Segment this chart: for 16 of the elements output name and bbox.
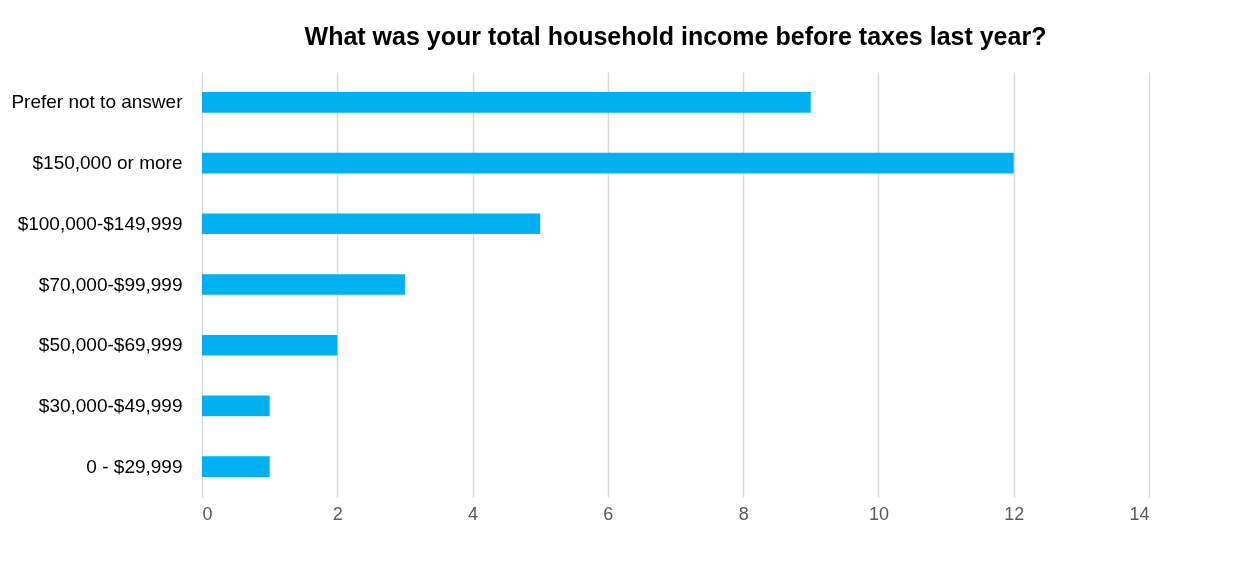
- x-tick-label: 10: [868, 503, 889, 524]
- x-tick-label: 8: [738, 503, 749, 524]
- x-tick-label: 4: [468, 503, 479, 524]
- y-tick-label: 0 - $29,999: [86, 455, 183, 477]
- y-tick-label: $50,000-$69,999: [38, 334, 183, 356]
- y-tick-label: Prefer not to answer: [11, 91, 184, 113]
- x-tick-label: 0: [202, 503, 213, 524]
- x-tick-label: 6: [603, 503, 614, 524]
- y-tick-label: $150,000 or more: [32, 152, 183, 174]
- chart-title: What was your total household income before taxes last year?: [304, 22, 1047, 50]
- x-tick-label: 14: [1129, 503, 1150, 524]
- x-tick-label: 12: [1004, 503, 1025, 524]
- y-tick-label: $70,000-$99,999: [38, 273, 183, 295]
- y-tick-label: $30,000-$49,999: [38, 394, 183, 416]
- x-tick-label: 2: [332, 503, 343, 524]
- y-tick-label: $100,000-$149,999: [17, 212, 183, 234]
